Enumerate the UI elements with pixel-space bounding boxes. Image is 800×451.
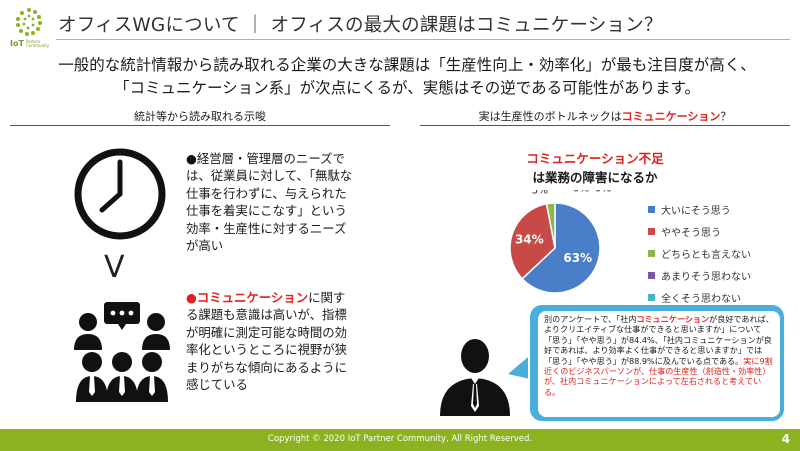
- lead-line-2: 「コミュニケーション系」が次点にくるが、実態はその逆である可能性があります。: [113, 79, 701, 97]
- callout-part-1: 別のアンケートで、「社内: [544, 314, 637, 324]
- bullet-dot: ●: [186, 151, 197, 166]
- legend-label: ややそう思う: [661, 227, 721, 239]
- pie-label-5: 0%: [595, 190, 612, 195]
- logo-text: IoT: [10, 39, 24, 48]
- page-title: オフィスWGについて ｜ オフィスの最大の課題はコミュニケーション？: [58, 15, 663, 36]
- legend-item: 大いにそう思う: [648, 198, 751, 220]
- title-divider: [56, 39, 790, 40]
- logo-mark-icon: [16, 8, 42, 36]
- right-heading-highlight: コミュニケーション: [621, 110, 721, 123]
- callout-highlight: コミュニケーション: [636, 314, 710, 324]
- bullet-dot-red: ●: [186, 290, 197, 305]
- pie-chart: 63% 34% 3% 0% 0%: [509, 190, 612, 294]
- bullet-text: 経営層・管理層のニーズでは、従業員に対して、「無駄な仕事を行わずに、与えられた仕…: [186, 151, 353, 254]
- legend-item: ややそう思う: [648, 220, 751, 242]
- legend-swatch: [648, 205, 655, 213]
- clock-icon: [72, 146, 168, 246]
- legend-swatch: [648, 249, 655, 257]
- legend-item: あまりそう思わない: [648, 264, 751, 286]
- right-section-heading: 実は生産性のボトルネックはコミュニケーション？: [420, 108, 790, 124]
- legend-item: どちらとも言えない: [648, 242, 751, 264]
- pie-slice-2: [509, 202, 556, 280]
- survey-callout-text: 別のアンケートで、「社内コミュニケーションが良好であれば、よりクリエイティブな仕…: [538, 311, 780, 417]
- legend-label: あまりそう思わない: [661, 271, 751, 283]
- footer-copyright: Copyright © 2020 IoT Partner Community, …: [267, 434, 533, 444]
- bullet-highlight: コミュニケーション: [196, 290, 309, 305]
- callout-part-2: が良好であれば、よりクリエイティブな仕事ができると思いますか」について「思う」「…: [544, 314, 774, 366]
- legend-label: 全くそう思わない: [661, 293, 741, 305]
- chart-title-line-1: コミュニケーション不足: [526, 151, 664, 166]
- pie-label-2: 34%: [515, 233, 544, 247]
- bubble-tail: [508, 352, 534, 380]
- survey-callout: 別のアンケートで、「社内コミュニケーションが良好であれば、よりクリエイティブな仕…: [528, 303, 786, 423]
- bullet-text: に関する課題も意識は高いが、指標が明確に測定可能な時間の効率化というところに視野…: [186, 290, 348, 393]
- pie-slice-1: [521, 202, 601, 294]
- right-section-divider: [420, 125, 790, 126]
- left-section-divider: [10, 125, 390, 126]
- legend-label: どちらとも言えない: [661, 249, 751, 261]
- pie-slice-3: [545, 202, 556, 249]
- callout-conclusion: 実に9割近くのビジネスパーソンが、仕事の生産性（創造性・効率性）が、社内コミュニ…: [544, 355, 773, 397]
- pie-label-3: 3%: [531, 190, 548, 196]
- vs-mark: V: [104, 250, 125, 285]
- footer-bar: Copyright © 2020 IoT Partner Community, …: [0, 429, 800, 451]
- pie-label-1: 63%: [563, 251, 592, 265]
- chart-legend: 大いにそう思う ややそう思うどちらとも言えない あまりそう思わない 全くそう思わない: [648, 198, 751, 308]
- left-section-heading: 統計等から読み取れる示唆: [134, 110, 266, 123]
- meeting-people-icon: [68, 300, 176, 408]
- lead-paragraph: 一般的な統計情報から読み取れる企業の大きな課題は「生産性向上・効率化」が最も注目…: [32, 54, 782, 100]
- bullet-communication: ●コミュニケーションに関する課題も意識は高いが、指標が明確に測定可能な時間の効率…: [186, 289, 354, 393]
- bullet-management-needs: ●経営層・管理層のニーズでは、従業員に対して、「無駄な仕事を行わずに、与えられた…: [186, 150, 354, 254]
- right-heading-suffix: ？: [720, 110, 732, 123]
- iot-logo: IoT Partner Community: [6, 6, 52, 50]
- lead-line-1: 一般的な統計情報から読み取れる企業の大きな課題は「生産性向上・効率化」が最も注目…: [58, 56, 756, 74]
- legend-item: 全くそう思わない: [648, 286, 751, 308]
- legend-label: 大いにそう思う: [661, 205, 731, 217]
- chart-title-line-2: は業務の障害になるか: [532, 170, 658, 185]
- right-heading-prefix: 実は生産性のボトルネックは: [478, 110, 622, 123]
- legend-swatch: [648, 271, 655, 279]
- page-number: 4: [781, 432, 790, 446]
- legend-swatch: [648, 293, 655, 301]
- legend-swatch: [648, 227, 655, 235]
- logo-subtext: Partner Community: [26, 39, 50, 48]
- businessman-icon: [438, 336, 512, 420]
- pie-label-4: 0%: [573, 190, 590, 195]
